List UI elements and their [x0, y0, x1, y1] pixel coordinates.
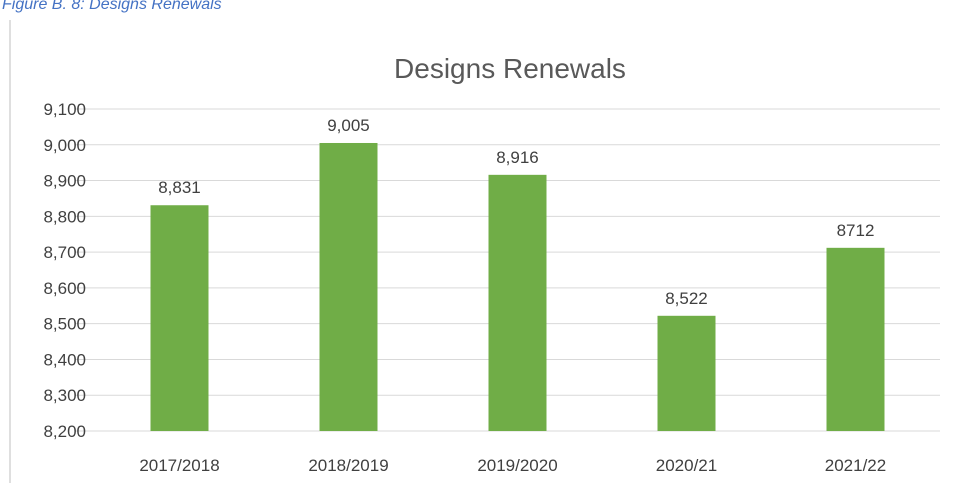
x-tick-label: 2017/2018: [139, 456, 219, 475]
y-tick-label: 8,600: [43, 279, 86, 298]
y-tick-label: 8,300: [43, 386, 86, 405]
bar: [826, 247, 885, 431]
x-tick-label: 2020/21: [656, 456, 717, 475]
y-tick-label: 9,000: [43, 136, 86, 155]
x-tick-label: 2019/2020: [477, 456, 557, 475]
bar: [150, 205, 209, 431]
y-tick-label: 8,200: [43, 422, 86, 441]
y-tick-label: 8,500: [43, 315, 86, 334]
data-label: 8,522: [665, 289, 708, 308]
y-tick-label: 8,900: [43, 172, 86, 191]
figure-caption: Figure B. 8: Designs Renewals: [2, 0, 222, 13]
chart-title: Designs Renewals: [394, 53, 626, 84]
data-label: 9,005: [327, 116, 370, 135]
y-tick-label: 8,700: [43, 243, 86, 262]
y-tick-label: 8,400: [43, 350, 86, 369]
bar: [488, 174, 547, 431]
y-tick-label: 8,800: [43, 207, 86, 226]
bar: [657, 315, 716, 431]
y-tick-label: 9,100: [43, 100, 86, 119]
bar: [319, 142, 378, 431]
data-label: 8,916: [496, 148, 539, 167]
data-label: 8712: [837, 221, 875, 240]
x-tick-label: 2018/2019: [308, 456, 388, 475]
x-tick-label: 2021/22: [825, 456, 886, 475]
data-label: 8,831: [158, 178, 201, 197]
